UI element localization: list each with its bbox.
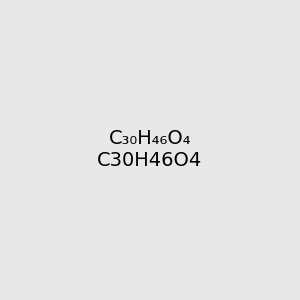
Text: C₃₀H₄₆O₄
C30H46O4: C₃₀H₄₆O₄ C30H46O4 bbox=[98, 130, 202, 170]
